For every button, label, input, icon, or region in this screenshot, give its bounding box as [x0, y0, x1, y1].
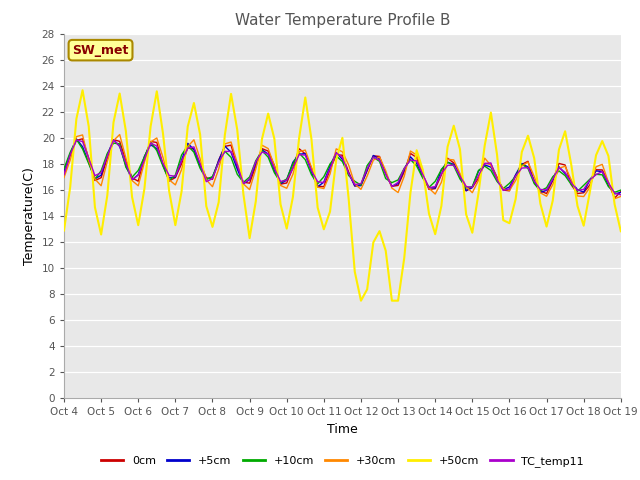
- Y-axis label: Temperature(C): Temperature(C): [23, 167, 36, 265]
- X-axis label: Time: Time: [327, 423, 358, 436]
- Legend: 0cm, +5cm, +10cm, +30cm, +50cm, TC_temp11: 0cm, +5cm, +10cm, +30cm, +50cm, TC_temp1…: [96, 451, 589, 471]
- Text: SW_met: SW_met: [72, 44, 129, 57]
- Title: Water Temperature Profile B: Water Temperature Profile B: [235, 13, 450, 28]
